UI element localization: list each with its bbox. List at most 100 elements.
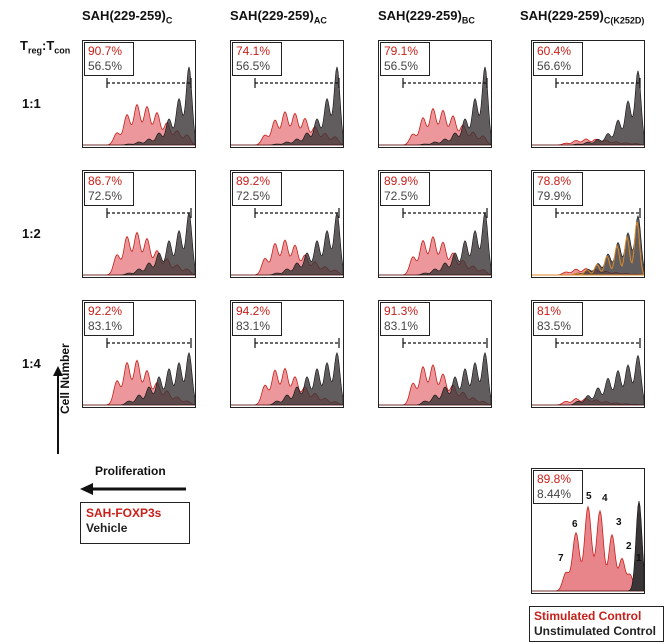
control-legend: Stimulated Control Unstimulated Control <box>529 606 664 642</box>
percent-box: 89.2% 72.5% <box>232 172 282 206</box>
percent-box: 91.3% 83.1% <box>380 302 430 336</box>
legend-treated: SAH-FOXP3s <box>86 506 162 520</box>
y-axis-arrow <box>53 366 63 454</box>
unstimulated-histogram <box>532 500 644 592</box>
vehicle-percent: 72.5% <box>236 189 271 203</box>
histogram <box>83 208 195 276</box>
generation-label: 5 <box>586 491 592 502</box>
vehicle-percent: 83.1% <box>88 319 123 333</box>
percent-box: 78.8% 79.9% <box>533 172 583 206</box>
legend-unstimulated-control: Unstimulated Control <box>534 624 656 638</box>
histogram <box>379 208 491 276</box>
generation-label: 7 <box>558 553 564 564</box>
generation-label: 3 <box>616 517 622 528</box>
histogram-panel: 90.7% 56.5% <box>82 40 196 148</box>
vehicle-percent: 83.5% <box>537 319 572 333</box>
histogram-panel: 60.4% 56.6% <box>531 40 645 148</box>
vehicle-percent: 56.6% <box>537 59 572 73</box>
generation-label: 4 <box>602 493 608 504</box>
histogram-panel: 74.1% 56.5% <box>230 40 344 148</box>
control-histogram: 7 6 5 4 3 21 <box>532 491 644 592</box>
control-percent-box: 89.8% 8.44% <box>533 470 583 504</box>
vehicle-percent: 56.5% <box>236 59 271 73</box>
x-axis-label: Proliferation <box>95 464 166 478</box>
unstimulated-percent: 8.44% <box>537 487 572 501</box>
histogram <box>379 338 491 406</box>
vehicle-histogram <box>379 211 491 276</box>
vehicle-percent: 56.5% <box>88 59 123 73</box>
column-header-c: SAH(229-259)C <box>82 8 173 26</box>
histogram-panel: 81% 83.5% <box>531 300 645 408</box>
treated-percent: 94.2% <box>236 304 271 318</box>
stimulated-percent: 89.8% <box>537 472 572 486</box>
histogram <box>83 338 195 406</box>
percent-box: 74.1% 56.5% <box>232 42 282 76</box>
x-axis-arrow <box>80 483 186 495</box>
histogram-panel: 89.2% 72.5% <box>230 170 344 278</box>
histogram-panel: 89.9% 72.5% <box>378 170 492 278</box>
treated-percent: 60.4% <box>537 44 572 58</box>
vehicle-histogram <box>83 211 195 276</box>
legend-stimulated-control: Stimulated Control <box>534 609 642 623</box>
row-label-1-1: 1:1 <box>22 96 41 111</box>
vehicle-percent: 56.5% <box>384 59 419 73</box>
column-header-ac: SAH(229-259)AC <box>230 8 327 26</box>
vehicle-histogram <box>379 351 491 406</box>
row-label-1-2: 1:2 <box>22 226 41 241</box>
histogram <box>83 66 195 146</box>
treated-percent: 89.2% <box>236 174 271 188</box>
vehicle-histogram <box>532 354 644 406</box>
histogram-panel: 91.3% 83.1% <box>378 300 492 408</box>
row-label-1-4: 1:4 <box>22 356 41 371</box>
vehicle-histogram <box>231 66 343 146</box>
row-axis-title: Treg:Tcon <box>20 38 71 56</box>
histogram <box>231 208 343 276</box>
histogram-panel: 86.7% 72.5% <box>82 170 196 278</box>
treated-percent: 89.9% <box>384 174 419 188</box>
vehicle-percent: 72.5% <box>88 189 123 203</box>
treated-percent: 92.2% <box>88 304 123 318</box>
percent-box: 79.1% 56.5% <box>380 42 430 76</box>
treated-percent: 86.7% <box>88 174 123 188</box>
vehicle-percent: 72.5% <box>384 189 419 203</box>
generation-label: 2 <box>626 541 632 552</box>
histogram-panel: 78.8% 79.9% <box>531 170 645 278</box>
generation-label: 1 <box>636 553 642 564</box>
vehicle-histogram <box>231 211 343 276</box>
histogram <box>532 70 644 146</box>
k252d-overlay <box>532 221 644 276</box>
vehicle-histogram <box>231 351 343 406</box>
histogram <box>532 208 644 276</box>
treated-percent: 78.8% <box>537 174 572 188</box>
treated-percent: 90.7% <box>88 44 123 58</box>
generation-label: 6 <box>572 519 578 530</box>
treated-percent: 74.1% <box>236 44 271 58</box>
percent-box: 89.9% 72.5% <box>380 172 430 206</box>
percent-box: 86.7% 72.5% <box>84 172 134 206</box>
vehicle-percent: 83.1% <box>236 319 271 333</box>
treated-percent: 81% <box>537 304 562 318</box>
percent-box: 92.2% 83.1% <box>84 302 134 336</box>
treated-percent: 91.3% <box>384 304 419 318</box>
vehicle-histogram <box>532 70 644 146</box>
percent-box: 94.2% 83.1% <box>232 302 282 336</box>
vehicle-histogram <box>532 214 644 276</box>
vehicle-histogram <box>83 66 195 146</box>
column-header-k252d: SAH(229-259)C(K252D) <box>520 8 645 26</box>
histogram-panel: 94.2% 83.1% <box>230 300 344 408</box>
treatment-legend: SAH-FOXP3s Vehicle <box>80 502 190 544</box>
vehicle-histogram <box>379 66 491 146</box>
histogram <box>379 66 491 146</box>
vehicle-histogram <box>83 351 195 406</box>
histogram <box>231 66 343 146</box>
histogram <box>231 338 343 406</box>
percent-box: 81% 83.5% <box>533 302 583 336</box>
vehicle-percent: 79.9% <box>537 189 572 203</box>
legend-vehicle: Vehicle <box>86 521 128 535</box>
treated-percent: 79.1% <box>384 44 419 58</box>
histogram <box>532 338 644 406</box>
y-axis-label: Cell Number <box>58 343 72 414</box>
vehicle-percent: 83.1% <box>384 319 419 333</box>
column-header-bc: SAH(229-259)BC <box>378 8 475 26</box>
